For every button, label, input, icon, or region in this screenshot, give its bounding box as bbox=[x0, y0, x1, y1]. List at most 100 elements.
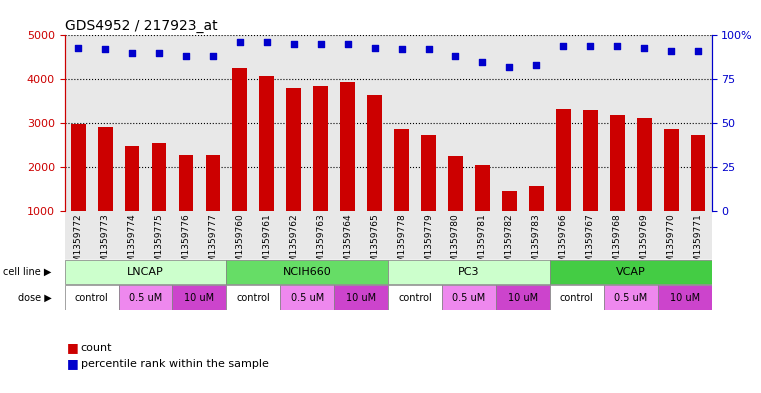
Bar bbox=[388, 285, 442, 310]
Text: count: count bbox=[81, 343, 112, 353]
Text: GSM1359768: GSM1359768 bbox=[613, 214, 622, 274]
Text: GSM1359773: GSM1359773 bbox=[100, 214, 110, 274]
Bar bbox=[179, 156, 193, 255]
Bar bbox=[286, 88, 301, 255]
Text: ■: ■ bbox=[67, 341, 78, 354]
Point bbox=[638, 44, 650, 51]
Bar bbox=[65, 260, 227, 285]
Point bbox=[692, 48, 704, 54]
Text: GSM1359771: GSM1359771 bbox=[693, 214, 702, 274]
Point bbox=[234, 39, 246, 46]
Bar bbox=[421, 135, 436, 255]
Text: percentile rank within the sample: percentile rank within the sample bbox=[81, 358, 269, 369]
Text: GSM1359780: GSM1359780 bbox=[451, 214, 460, 274]
Point bbox=[368, 44, 380, 51]
Text: control: control bbox=[398, 293, 432, 303]
Point bbox=[288, 41, 300, 47]
Text: GSM1359783: GSM1359783 bbox=[532, 214, 541, 274]
Point bbox=[342, 41, 354, 47]
Point bbox=[153, 50, 165, 56]
Bar bbox=[340, 82, 355, 255]
Bar bbox=[394, 129, 409, 255]
Text: 0.5 uM: 0.5 uM bbox=[291, 293, 324, 303]
Text: GSM1359766: GSM1359766 bbox=[559, 214, 568, 274]
Text: 10 uM: 10 uM bbox=[184, 293, 215, 303]
Bar bbox=[529, 186, 544, 255]
Bar bbox=[658, 285, 712, 310]
Point bbox=[99, 46, 111, 53]
Text: GSM1359777: GSM1359777 bbox=[209, 214, 218, 274]
Bar bbox=[448, 156, 463, 255]
Point bbox=[126, 50, 139, 56]
Text: GSM1359776: GSM1359776 bbox=[181, 214, 190, 274]
Bar bbox=[368, 95, 382, 255]
Point bbox=[557, 43, 569, 49]
Text: 10 uM: 10 uM bbox=[508, 293, 538, 303]
Text: 10 uM: 10 uM bbox=[670, 293, 699, 303]
Text: GSM1359770: GSM1359770 bbox=[667, 214, 676, 274]
Bar bbox=[260, 76, 274, 255]
Bar bbox=[475, 165, 490, 255]
Bar bbox=[151, 143, 167, 255]
Bar bbox=[71, 124, 85, 255]
Text: dose ▶: dose ▶ bbox=[18, 293, 52, 303]
Text: control: control bbox=[75, 293, 109, 303]
Bar bbox=[280, 285, 334, 310]
Bar bbox=[442, 285, 496, 310]
Point bbox=[180, 53, 192, 60]
Text: GSM1359781: GSM1359781 bbox=[478, 214, 487, 274]
Text: GSM1359761: GSM1359761 bbox=[263, 214, 272, 274]
Bar bbox=[637, 118, 651, 255]
Point bbox=[476, 59, 489, 65]
Bar bbox=[583, 110, 597, 255]
Point bbox=[72, 44, 84, 51]
Point bbox=[261, 39, 273, 46]
Text: GSM1359765: GSM1359765 bbox=[370, 214, 379, 274]
Point bbox=[207, 53, 219, 60]
Text: NCIH660: NCIH660 bbox=[283, 267, 332, 277]
Bar bbox=[314, 86, 328, 255]
Point bbox=[422, 46, 435, 53]
Bar bbox=[97, 127, 113, 255]
Bar bbox=[603, 285, 658, 310]
Bar bbox=[388, 260, 550, 285]
Bar bbox=[227, 260, 388, 285]
Bar bbox=[556, 109, 571, 255]
Point bbox=[584, 43, 597, 49]
Text: control: control bbox=[560, 293, 594, 303]
Text: cell line ▶: cell line ▶ bbox=[3, 267, 52, 277]
Point bbox=[611, 43, 623, 49]
Text: VCAP: VCAP bbox=[616, 267, 645, 277]
Bar bbox=[125, 146, 139, 255]
Text: 0.5 uM: 0.5 uM bbox=[452, 293, 486, 303]
Point bbox=[665, 48, 677, 54]
Bar bbox=[334, 285, 388, 310]
Text: PC3: PC3 bbox=[458, 267, 479, 277]
Bar bbox=[232, 68, 247, 255]
Bar bbox=[119, 285, 173, 310]
Bar bbox=[173, 285, 227, 310]
Bar bbox=[502, 191, 517, 255]
Point bbox=[450, 53, 462, 60]
Bar bbox=[227, 285, 280, 310]
Text: GSM1359763: GSM1359763 bbox=[317, 214, 325, 274]
Text: GSM1359767: GSM1359767 bbox=[586, 214, 595, 274]
Bar bbox=[65, 285, 119, 310]
Bar bbox=[550, 285, 603, 310]
Point bbox=[503, 64, 515, 70]
Text: GSM1359764: GSM1359764 bbox=[343, 214, 352, 274]
Point bbox=[314, 41, 326, 47]
Text: 0.5 uM: 0.5 uM bbox=[614, 293, 648, 303]
Point bbox=[530, 62, 543, 68]
Bar bbox=[550, 260, 712, 285]
Text: GSM1359779: GSM1359779 bbox=[424, 214, 433, 274]
Text: GSM1359775: GSM1359775 bbox=[154, 214, 164, 274]
Text: GSM1359778: GSM1359778 bbox=[397, 214, 406, 274]
Text: LNCAP: LNCAP bbox=[127, 267, 164, 277]
Bar bbox=[610, 114, 625, 255]
Text: GSM1359774: GSM1359774 bbox=[128, 214, 136, 274]
Text: GSM1359762: GSM1359762 bbox=[289, 214, 298, 274]
Text: GSM1359769: GSM1359769 bbox=[640, 214, 648, 274]
Bar bbox=[664, 129, 679, 255]
Text: control: control bbox=[237, 293, 270, 303]
